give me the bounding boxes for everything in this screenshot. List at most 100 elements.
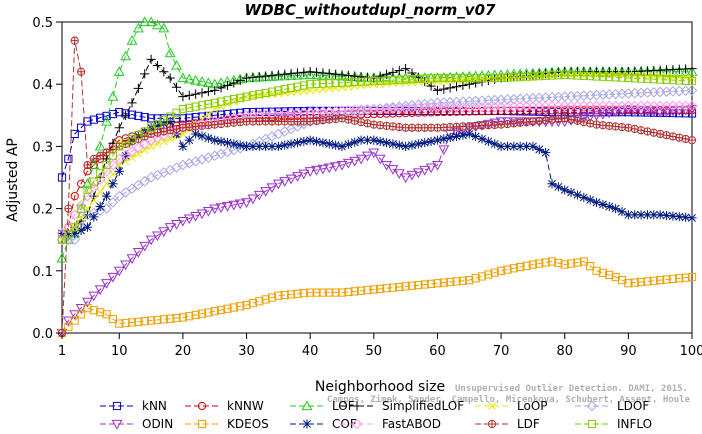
data-point-SimplifiedLOF — [273, 70, 283, 80]
data-point-INFLO — [560, 70, 569, 79]
data-point-SimplifiedLOF — [222, 80, 233, 91]
data-point-INFLO — [446, 73, 455, 83]
data-point-INFLO — [598, 72, 608, 81]
data-point-COF — [286, 139, 296, 149]
data-point-LOF — [113, 66, 125, 76]
data-point-SimplifiedLOF — [248, 72, 258, 82]
data-point-COF — [407, 140, 417, 150]
data-point-LDOF — [215, 148, 227, 160]
data-point-COF — [311, 136, 322, 147]
data-point-ODIN — [349, 156, 361, 167]
data-point-COF — [630, 210, 640, 220]
data-point-COF — [82, 222, 93, 232]
data-point-ODIN — [317, 164, 329, 175]
data-point-LDF-cross — [344, 116, 352, 124]
data-point-LDOF — [171, 162, 182, 173]
data-point-kNN — [140, 113, 149, 122]
data-point-KDEOS — [274, 291, 283, 300]
data-point-INFLO — [662, 75, 671, 84]
data-point-KDEOS — [433, 279, 442, 288]
data-point-LOF — [196, 76, 208, 86]
data-point-COF — [611, 204, 621, 214]
data-point-INFLO — [255, 90, 264, 99]
x-tick-label: 40 — [302, 344, 319, 359]
data-point-INFLO — [356, 77, 366, 86]
data-point-COF — [490, 139, 500, 149]
data-point-ODIN — [88, 291, 100, 302]
data-point-LOF — [164, 47, 176, 58]
data-point-LDOF — [133, 179, 144, 191]
data-point-INFLO — [452, 73, 461, 83]
data-point-INFLO — [274, 86, 283, 95]
data-point-INFLO — [668, 76, 678, 85]
data-point-kNNW — [535, 106, 544, 115]
data-point-LDOF — [126, 183, 138, 195]
data-point-KDEOS — [299, 289, 308, 298]
data-point-LDF-cross — [363, 119, 372, 127]
data-point-LOF — [132, 22, 144, 33]
data-point-LOF — [158, 22, 170, 33]
data-point-INFLO — [630, 74, 639, 83]
data-point-COF — [95, 201, 105, 212]
data-point-KDEOS — [76, 310, 86, 319]
data-point-INFLO — [76, 204, 86, 213]
legend-label-kNNW: kNNW — [227, 399, 264, 413]
data-point-SimplifiedLOF — [445, 83, 455, 93]
data-point-KDEOS — [96, 308, 105, 317]
axis-layer: 1 10 20 30 40 50 60 70 80 90 100 0.0 0.1 0.2 0.3 0.4 0.5 — [32, 16, 702, 359]
data-point-ODIN — [578, 113, 590, 124]
data-point-KDEOS — [465, 276, 474, 285]
legend-marker-LDOF — [586, 400, 598, 412]
data-point-SimplifiedLOF — [197, 88, 207, 98]
y-tick-label: 0.2 — [32, 203, 53, 218]
data-point-SimplifiedLOF — [311, 67, 322, 77]
data-point-LDF-cross — [96, 152, 104, 160]
data-point-ODIN — [234, 199, 246, 210]
data-point-INFLO — [484, 73, 493, 83]
data-point-INFLO — [178, 104, 188, 114]
data-point-INFLO — [102, 160, 111, 170]
data-point-INFLO — [458, 73, 468, 83]
y-axis-label: Adjusted AP — [5, 138, 21, 222]
data-point-kNNW — [439, 107, 448, 117]
data-point-KDEOS — [236, 302, 245, 311]
y-tick-label: 0.3 — [32, 140, 53, 155]
data-point-LOF — [145, 16, 157, 27]
x-tick-label: 100 — [680, 344, 702, 359]
data-point-kNNW — [382, 109, 391, 118]
data-point-KDEOS — [369, 285, 378, 294]
data-point-ODIN — [425, 163, 437, 174]
data-point-ODIN — [152, 231, 163, 242]
data-point-COF — [210, 135, 220, 145]
data-point-LoOP — [128, 153, 136, 162]
data-point-LDOF — [145, 172, 157, 183]
data-point-INFLO — [541, 71, 550, 80]
data-point-SimplifiedLOF — [152, 60, 163, 71]
data-point-kNNW — [458, 107, 468, 116]
data-point-ODIN — [330, 162, 342, 172]
x-tick-label: 60 — [429, 344, 446, 359]
data-point-LDOF — [183, 157, 195, 169]
data-point-SimplifiedLOF — [375, 71, 385, 81]
data-point-INFLO — [337, 78, 347, 87]
data-point-kNNW — [586, 106, 595, 115]
data-point-COF — [420, 138, 430, 148]
data-point-KDEOS — [407, 281, 417, 290]
data-point-COF — [541, 148, 551, 158]
series-line-SimplifiedLOF — [62, 58, 693, 234]
data-point-LDF-cross — [586, 119, 594, 127]
data-point-COF — [432, 135, 443, 145]
data-point-COF — [649, 210, 659, 220]
data-point-LDF-cross — [357, 118, 365, 126]
data-point-kNNW — [496, 106, 506, 116]
legend-item-KDEOS: KDEOS — [185, 417, 269, 431]
x-tick-label: 1 — [58, 344, 66, 359]
data-point-COF — [560, 185, 570, 195]
data-point-ODIN — [355, 154, 367, 165]
data-point-KDEOS — [522, 261, 531, 270]
data-point-COF — [184, 135, 194, 145]
data-point-KDEOS — [178, 313, 188, 322]
data-point-ODIN — [489, 118, 501, 129]
data-point-LOF — [177, 72, 189, 83]
